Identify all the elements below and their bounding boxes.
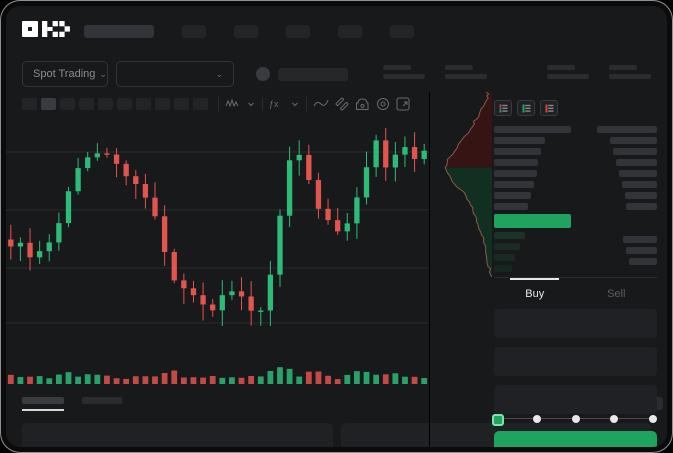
svg-text:ƒx: ƒx [269,99,279,109]
